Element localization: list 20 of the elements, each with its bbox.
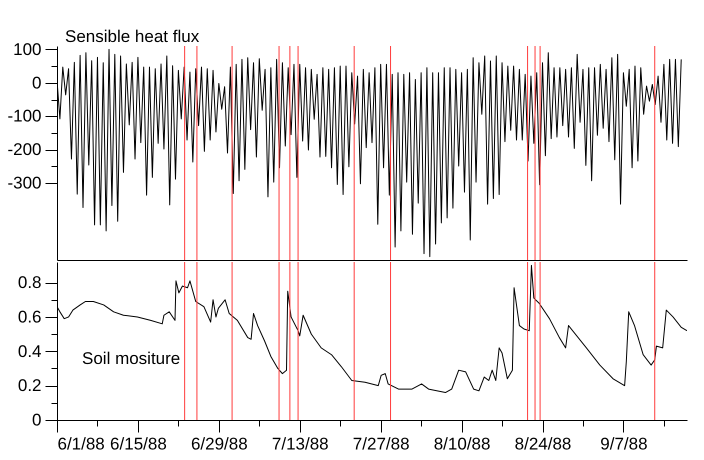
y-tick-label: 0 [32, 73, 42, 92]
x-tick-label: 9/7/88 [600, 434, 648, 454]
x-tick-label: 6/15/88 [110, 434, 167, 454]
x-tick-label: 7/13/88 [272, 434, 329, 454]
y-tick-label: 0 [32, 410, 42, 430]
y-tick-label: -100 [7, 106, 42, 126]
y-tick-label: -200 [7, 140, 42, 160]
x-tick-label: 8/10/88 [434, 434, 490, 454]
x-tick-label: 7/27/88 [352, 434, 410, 454]
y-tick-label: -300 [7, 174, 42, 193]
chart-title: Sensible heat flux [65, 27, 200, 46]
y-tick-label: 0.8 [18, 273, 42, 292]
y-tick-label: 0.4 [18, 342, 42, 361]
y-tick-label: 100 [13, 40, 42, 59]
x-tick-label: 6/29/88 [190, 434, 248, 454]
x-tick-label: 8/24/88 [514, 434, 572, 454]
x-tick-label: 6/1/88 [58, 434, 105, 454]
y-tick-label: 0.2 [18, 376, 42, 396]
y-tick-label: 0.6 [18, 307, 42, 326]
text: Soil mositure [82, 349, 180, 368]
